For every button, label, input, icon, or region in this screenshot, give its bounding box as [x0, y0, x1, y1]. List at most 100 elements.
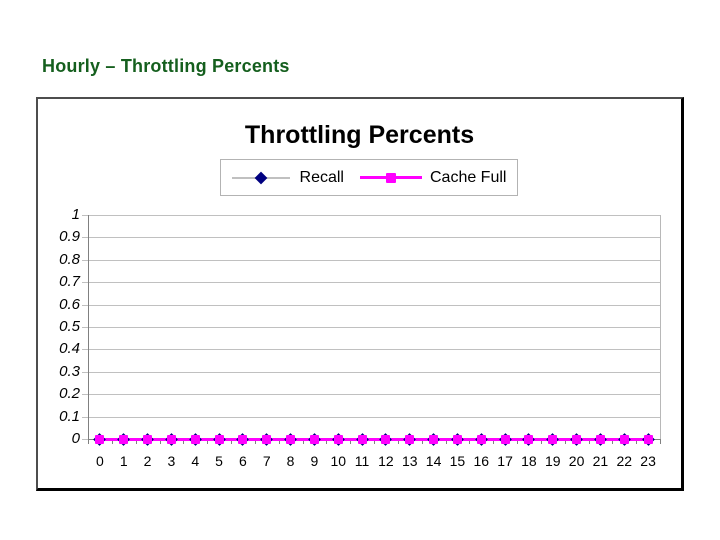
x-tick-label: 19 [544, 453, 561, 469]
x-tick-label: 13 [401, 453, 418, 469]
data-point-cache-full [309, 434, 319, 444]
cache-full-legend-marker-icon [359, 171, 422, 185]
data-point-cache-full [190, 434, 200, 444]
data-point-cache-full [524, 434, 534, 444]
y-tick-label: 0.4 [59, 340, 80, 358]
x-axis-tick [302, 439, 304, 444]
x-tick-label: 9 [310, 453, 319, 469]
x-axis-tick [88, 439, 89, 444]
chart-title: Throttling Percents [244, 121, 475, 149]
x-axis-tick [254, 439, 256, 444]
x-tick-label: 21 [592, 453, 609, 469]
gridline [82, 327, 660, 328]
data-point-cache-full [357, 434, 367, 444]
x-tick-label: 11 [354, 453, 370, 469]
page-title: Hourly – Throttling Percents [42, 56, 290, 76]
x-axis-tick [517, 439, 518, 444]
x-tick-label: 17 [497, 453, 513, 469]
x-tick-label: 8 [286, 453, 295, 469]
x-axis-tick [183, 439, 185, 444]
x-axis-tick [135, 439, 137, 444]
x-tick-label: 14 [425, 453, 442, 469]
x-tick-label: 7 [262, 453, 271, 469]
gridline [82, 215, 660, 216]
x-axis-tick [612, 439, 614, 444]
x-axis-tick [231, 439, 232, 444]
x-axis-tick [159, 439, 161, 444]
y-tick-label: 0.2 [59, 385, 80, 403]
gridline [82, 416, 660, 418]
gridline [82, 282, 660, 284]
data-point-cache-full [238, 434, 248, 444]
x-tick-label: 1 [119, 453, 128, 469]
legend-label-recall: Recall [299, 168, 344, 186]
y-tick-label: 0.3 [59, 362, 80, 380]
x-axis-tick [278, 439, 280, 444]
gridline [82, 259, 660, 261]
data-point-cache-full [143, 434, 153, 444]
data-point-cache-full [381, 434, 391, 444]
x-tick-label: 15 [449, 453, 466, 469]
x-axis-tick [588, 439, 590, 444]
data-point-cache-full [429, 434, 439, 444]
data-point-cache-full [333, 434, 343, 444]
gridline [82, 349, 660, 351]
recall-diamond-icon [254, 171, 267, 184]
x-tick-label: 18 [521, 453, 537, 469]
y-tick-label: 0.9 [59, 228, 80, 246]
data-point-cache-full [572, 434, 582, 444]
x-tick-label: 0 [96, 453, 104, 469]
data-point-cache-full [286, 434, 296, 444]
x-axis-tick [111, 439, 113, 444]
x-tick-label: 12 [378, 453, 394, 469]
y-tick-label: 0.6 [59, 295, 80, 313]
y-tick-label: 0.5 [59, 318, 80, 335]
x-axis-tick [636, 439, 638, 444]
gridline [82, 371, 660, 373]
x-tick-label: 3 [167, 453, 176, 469]
x-axis-tick [421, 439, 423, 444]
x-tick-label: 23 [640, 453, 656, 469]
y-tick-label: 1 [71, 206, 80, 223]
data-point-cache-full [500, 434, 510, 444]
y-tick-label: 0 [71, 430, 80, 447]
x-tick-label: 16 [473, 453, 490, 469]
data-point-cache-full [643, 434, 653, 444]
x-axis-tick [660, 439, 661, 444]
x-axis-tick [564, 439, 566, 444]
gridline [82, 237, 660, 239]
y-tick-label: 0.7 [59, 273, 80, 291]
x-axis-tick [445, 439, 447, 444]
recall-legend-marker-icon [231, 171, 290, 185]
y-axis-line [88, 215, 89, 439]
y-tick-label: 0.1 [59, 407, 80, 425]
x-tick-label: 4 [191, 453, 200, 469]
y-tick-label: 0.8 [59, 250, 80, 268]
data-point-cache-full [214, 434, 224, 444]
x-tick-label: 6 [239, 453, 247, 469]
x-tick-label: 2 [143, 453, 152, 469]
x-axis-tick [207, 439, 209, 444]
x-axis-tick [350, 439, 352, 444]
data-point-cache-full [166, 434, 176, 444]
x-axis-tick [397, 439, 399, 444]
data-point-cache-full [262, 434, 272, 444]
gridline [82, 394, 660, 396]
x-tick-label: 20 [568, 453, 585, 469]
data-point-cache-full [405, 434, 415, 444]
data-point-cache-full [548, 434, 558, 444]
x-tick-label: 5 [215, 453, 223, 469]
plot-right-border [660, 215, 661, 439]
x-axis-tick [374, 439, 375, 444]
x-tick-label: 10 [330, 453, 347, 469]
x-axis-tick [493, 439, 495, 444]
data-point-cache-full [119, 434, 129, 444]
data-point-cache-full [476, 434, 486, 444]
x-axis-tick [540, 439, 542, 444]
x-axis-tick [469, 439, 471, 444]
data-point-cache-full [452, 434, 462, 444]
cache-full-square-icon [385, 172, 396, 183]
